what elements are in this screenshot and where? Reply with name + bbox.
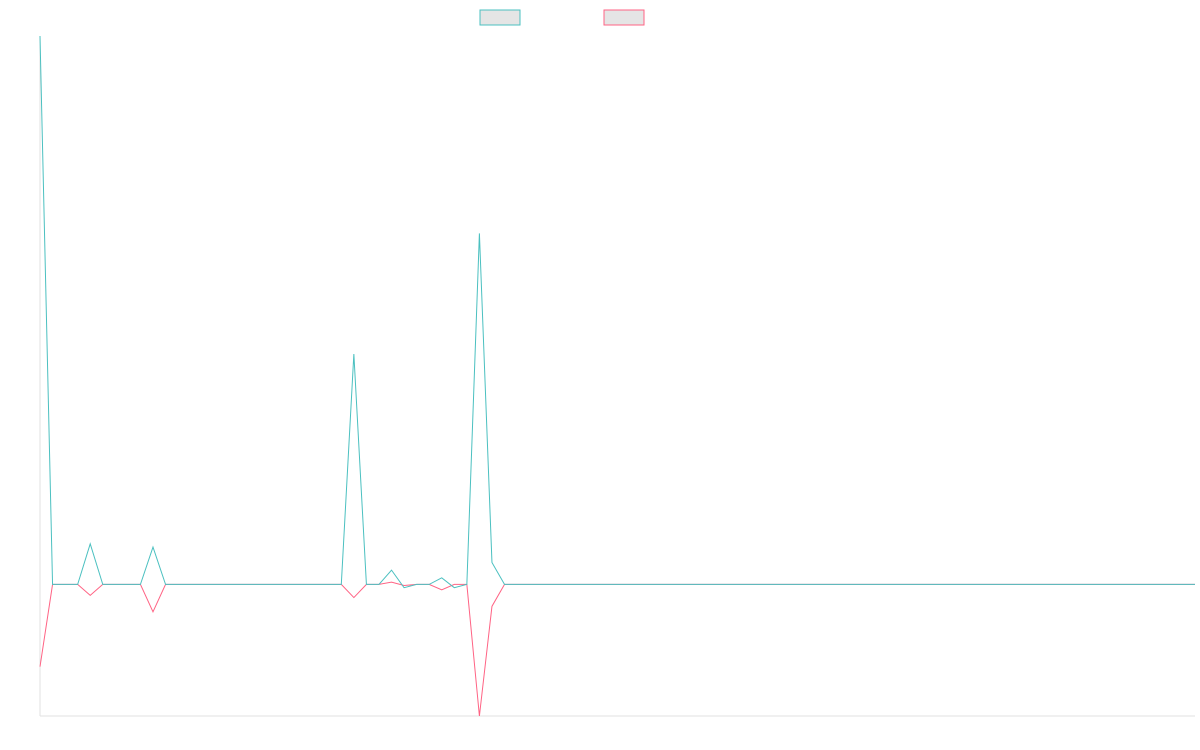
legend-swatch-1[interactable] (479, 9, 521, 26)
series-line-1 (39, 35, 1195, 589)
series-line-2 (39, 581, 1195, 717)
series-layer (39, 35, 1195, 717)
legend-swatch-2[interactable] (603, 9, 645, 26)
legend (479, 9, 645, 26)
axes (39, 36, 1195, 717)
